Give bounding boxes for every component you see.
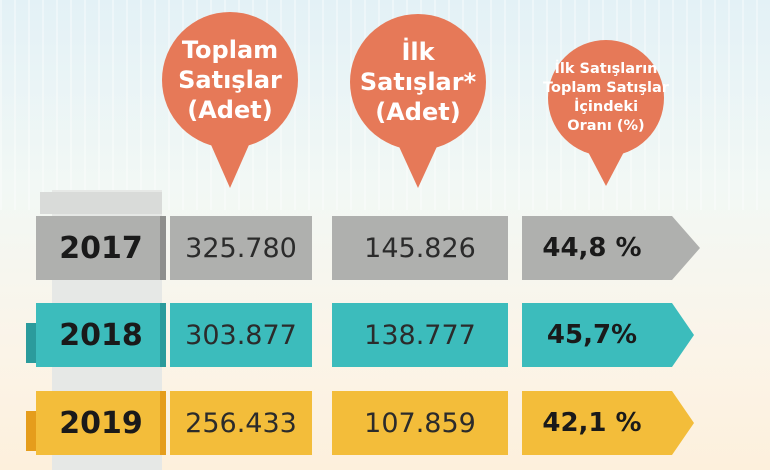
header-bubble-ratio: İlk Satışların Toplam Satışlar İçindeki … xyxy=(532,40,680,188)
first-sales-cell: 107.859 xyxy=(332,391,508,455)
header-line: Toplam Satışlar xyxy=(543,80,669,96)
ratio-arrow: 44,8 % xyxy=(522,216,702,280)
header-line: İçindeki xyxy=(573,99,639,115)
table-row: 2019 256.433 107.859 42,1 % xyxy=(0,391,770,455)
year-edge xyxy=(160,216,166,280)
header-line: (Adet) xyxy=(187,96,273,124)
bubble-text: Toplam Satışlar (Adet) xyxy=(162,12,298,148)
year-label: 2017 xyxy=(36,216,166,280)
bubble-text: İlk Satışlar* (Adet) xyxy=(350,14,486,150)
ratio-arrow: 42,1 % xyxy=(522,391,702,455)
ratio-arrow: 45,7% xyxy=(522,303,702,367)
year-label: 2018 xyxy=(36,303,166,367)
bubble-shape xyxy=(350,14,486,188)
ratio-value: 42,1 % xyxy=(542,408,642,438)
header-line: Satışlar xyxy=(178,66,282,94)
year-label: 2019 xyxy=(36,391,166,455)
header-line: Satışlar* xyxy=(359,68,477,96)
header-line: (Adet) xyxy=(375,98,461,126)
ratio-value: 45,7% xyxy=(546,320,638,350)
arrow-shape xyxy=(522,391,694,455)
arrow-shape xyxy=(522,303,694,367)
background-pillar-cap xyxy=(40,192,162,214)
header-line: İlk Satışların xyxy=(554,61,658,77)
table-row: 2017 325.780 145.826 44,8 % xyxy=(0,216,770,280)
header-line: İlk xyxy=(401,38,435,66)
header-line: Toplam xyxy=(181,36,279,64)
header-line: Oranı (%) xyxy=(567,118,645,134)
total-sales-cell: 325.780 xyxy=(170,216,312,280)
first-sales-cell: 138.777 xyxy=(332,303,508,367)
header-bubble-first-sales: İlk Satışlar* (Adet) xyxy=(350,14,486,192)
bubble-shape xyxy=(162,12,298,188)
total-sales-cell: 303.877 xyxy=(170,303,312,367)
year-edge xyxy=(160,303,166,367)
ratio-value: 44,8 % xyxy=(542,233,642,263)
year-edge xyxy=(160,391,166,455)
bubble-text: İlk Satışların Toplam Satışlar İçindeki … xyxy=(532,40,680,156)
first-sales-cell: 145.826 xyxy=(332,216,508,280)
total-sales-cell: 256.433 xyxy=(170,391,312,455)
header-bubble-total-sales: Toplam Satışlar (Adet) xyxy=(162,12,298,190)
table-row: 2018 303.877 138.777 45,7% xyxy=(0,303,770,367)
arrow-shape xyxy=(522,216,700,280)
bubble-shape xyxy=(548,40,664,186)
